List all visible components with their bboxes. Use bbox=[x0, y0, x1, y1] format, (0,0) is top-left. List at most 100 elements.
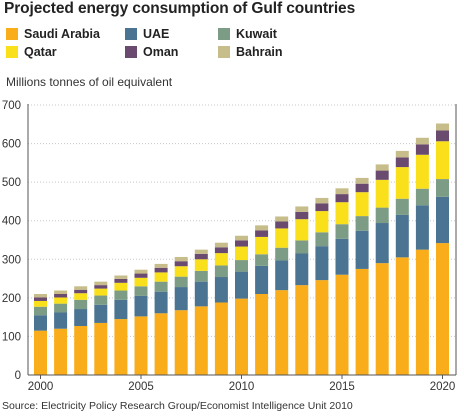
bar-oman-2020 bbox=[436, 130, 449, 142]
bar-saudi-arabia-2010 bbox=[235, 298, 248, 375]
bar-oman-2019 bbox=[415, 144, 429, 155]
legend-label-saudi-arabia: Saudi Arabia bbox=[24, 26, 100, 41]
axes bbox=[27, 104, 457, 379]
y-tick-label-100: 100 bbox=[2, 331, 21, 343]
bar-saudi-arabia-2011 bbox=[255, 294, 269, 375]
bar-saudi-arabia-2000 bbox=[34, 330, 47, 375]
bar-kuwait-2019 bbox=[415, 188, 429, 206]
bar-kuwait-2009 bbox=[214, 265, 228, 278]
bar-bahrain-2000 bbox=[34, 294, 47, 298]
bar-kuwait-2006 bbox=[154, 281, 168, 292]
bar-uae-2003 bbox=[94, 304, 108, 323]
bar-bahrain-2002 bbox=[74, 286, 88, 290]
bar-saudi-arabia-2009 bbox=[214, 302, 228, 375]
bar-saudi-arabia-2001 bbox=[54, 328, 68, 375]
bar-saudi-arabia-2006 bbox=[154, 313, 168, 375]
legend-swatch-qatar bbox=[6, 45, 18, 58]
bar-oman-2002 bbox=[74, 289, 88, 294]
bar-qatar-2002 bbox=[74, 293, 88, 300]
bar-qatar-2020 bbox=[436, 141, 449, 180]
bar-oman-2014 bbox=[315, 203, 329, 212]
bar-bahrain-2016 bbox=[355, 177, 369, 184]
bar-saudi-arabia-2014 bbox=[315, 280, 329, 375]
bar-uae-2001 bbox=[54, 312, 68, 329]
bar-qatar-2013 bbox=[295, 219, 309, 241]
bar-bahrain-2009 bbox=[214, 242, 228, 248]
bar-kuwait-2015 bbox=[335, 224, 349, 239]
bar-qatar-2008 bbox=[194, 259, 208, 271]
bar-uae-2016 bbox=[355, 230, 369, 269]
bar-oman-2015 bbox=[335, 194, 349, 203]
bar-oman-2012 bbox=[275, 221, 289, 229]
bar-bahrain-2004 bbox=[114, 275, 128, 279]
y-tick-label-300: 300 bbox=[2, 254, 21, 266]
bar-uae-2000 bbox=[34, 315, 47, 331]
bar-saudi-arabia-2007 bbox=[174, 310, 188, 375]
legend-label-uae: UAE bbox=[143, 26, 170, 41]
bar-oman-2011 bbox=[255, 230, 269, 237]
bar-uae-2008 bbox=[194, 281, 208, 307]
y-tick-label-0: 0 bbox=[15, 370, 21, 382]
y-tick-label-700: 700 bbox=[2, 100, 21, 112]
bar-uae-2015 bbox=[335, 238, 349, 275]
bar-bahrain-2017 bbox=[375, 164, 389, 171]
bar-qatar-2015 bbox=[335, 202, 349, 225]
bar-bahrain-2003 bbox=[94, 281, 108, 286]
chart-title: Projected energy consumption of Gulf cou… bbox=[4, 0, 356, 17]
bar-saudi-arabia-2012 bbox=[275, 290, 289, 375]
bar-oman-2005 bbox=[134, 273, 148, 278]
bar-bahrain-2011 bbox=[255, 225, 269, 231]
bar-qatar-2004 bbox=[114, 282, 128, 291]
bar-qatar-2003 bbox=[94, 288, 108, 296]
legend-swatch-kuwait bbox=[218, 27, 230, 40]
bar-qatar-2006 bbox=[154, 272, 168, 282]
bar-saudi-arabia-2004 bbox=[114, 319, 128, 375]
bar-qatar-2014 bbox=[315, 211, 329, 233]
bar-qatar-2019 bbox=[415, 154, 429, 189]
bar-kuwait-2018 bbox=[395, 198, 409, 215]
bar-bahrain-2012 bbox=[275, 216, 289, 222]
bar-saudi-arabia-2002 bbox=[74, 326, 88, 375]
bar-uae-2019 bbox=[415, 205, 429, 250]
bars bbox=[34, 123, 449, 375]
bar-qatar-2018 bbox=[395, 167, 409, 199]
bar-saudi-arabia-2013 bbox=[295, 285, 309, 375]
legend-item-oman: Oman bbox=[125, 44, 178, 59]
bar-qatar-2017 bbox=[375, 179, 389, 208]
bar-kuwait-2001 bbox=[54, 303, 68, 313]
bar-kuwait-2007 bbox=[174, 276, 188, 288]
bar-saudi-arabia-2015 bbox=[335, 274, 349, 375]
bar-kuwait-2000 bbox=[34, 306, 47, 316]
legend-item-qatar: Qatar bbox=[6, 44, 57, 59]
bar-uae-2010 bbox=[235, 271, 248, 299]
bar-uae-2009 bbox=[214, 277, 228, 303]
x-tick-label-2000: 2000 bbox=[28, 381, 54, 393]
bar-uae-2002 bbox=[74, 309, 88, 327]
x-tick-label-2020: 2020 bbox=[430, 381, 456, 393]
y-tick-labels: 0 100 200 300 400 500 600 700 bbox=[2, 100, 21, 382]
bar-kuwait-2012 bbox=[275, 247, 289, 261]
x-tick-labels: 2000 2005 2010 2015 2020 bbox=[28, 381, 456, 393]
bar-uae-2005 bbox=[134, 295, 148, 317]
bar-uae-2007 bbox=[174, 287, 188, 311]
bar-uae-2004 bbox=[114, 299, 128, 320]
bar-oman-2010 bbox=[235, 240, 248, 247]
bar-saudi-arabia-2003 bbox=[94, 322, 108, 375]
legend-swatch-saudi-arabia bbox=[6, 27, 18, 40]
legend-label-oman: Oman bbox=[143, 44, 179, 59]
bar-oman-2006 bbox=[154, 267, 168, 273]
bar-qatar-2010 bbox=[235, 246, 248, 261]
y-tick-label-500: 500 bbox=[2, 177, 21, 189]
bar-uae-2020 bbox=[436, 196, 449, 244]
bar-oman-2017 bbox=[375, 170, 389, 180]
legend-swatch-bahrain bbox=[218, 45, 230, 58]
bar-oman-2000 bbox=[34, 297, 47, 301]
bar-saudi-arabia-2016 bbox=[355, 268, 369, 375]
y-tick-label-600: 600 bbox=[2, 139, 21, 151]
bar-uae-2013 bbox=[295, 253, 309, 286]
bar-kuwait-2002 bbox=[74, 299, 88, 310]
legend-item-uae: UAE bbox=[125, 26, 169, 41]
y-tick-label-200: 200 bbox=[2, 293, 21, 305]
bar-qatar-2007 bbox=[174, 266, 188, 277]
